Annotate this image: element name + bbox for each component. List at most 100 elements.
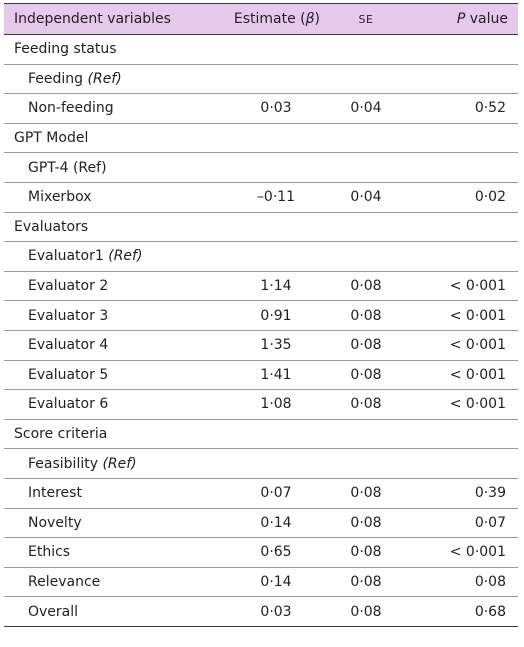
table-row: Overall 0·03 0·08 0·68 — [4, 597, 518, 627]
se-cell: 0·04 — [350, 100, 382, 117]
table-row: Feeding (Ref) — [4, 65, 518, 95]
estimate-cell: –0·11 — [256, 189, 296, 206]
p-value-cell: 0·52 — [474, 100, 506, 117]
row-label-text: Feeding status — [14, 41, 117, 58]
row-label-text: Evaluator 2 — [28, 278, 109, 295]
row-label: Evaluator 4 — [4, 337, 222, 353]
se-cell: 0·04 — [350, 189, 382, 206]
row-label-text: Interest — [28, 485, 82, 502]
header-p-rest: value — [465, 11, 508, 27]
table-row: Interest 0·07 0·08 0·39 — [4, 479, 518, 509]
p-value-cell: 0·39 — [474, 485, 506, 502]
row-label-text: GPT-4 (Ref) — [28, 159, 107, 176]
p-value-cell: 0·07 — [474, 514, 506, 531]
table-row: Evaluator1 (Ref) — [4, 242, 518, 272]
estimate-cell: 0·03 — [260, 603, 292, 620]
table-row: Evaluator 2 1·14 0·08 < 0·001 — [4, 272, 518, 302]
row-label: Evaluator 3 — [4, 308, 222, 324]
p-value-cell: < 0·001 — [449, 366, 506, 383]
row-label-text: Evaluator 3 — [28, 307, 109, 324]
row-label: Feeding status — [4, 41, 222, 57]
table-header: Independent variables Estimate (β) SE P … — [4, 3, 518, 35]
table-row: Evaluators — [4, 213, 518, 243]
row-label: Overall — [4, 604, 222, 620]
p-value-cell: < 0·001 — [449, 544, 506, 561]
table-row: Non-feeding 0·03 0·04 0·52 — [4, 94, 518, 124]
estimate-cell: 0·14 — [260, 514, 292, 531]
row-label: Relevance — [4, 574, 222, 590]
reference-marker: (Ref) — [108, 248, 143, 265]
row-label-text: GPT Model — [14, 130, 89, 147]
reference-marker: (Ref) — [87, 70, 122, 87]
header-p-value: P value — [402, 11, 518, 27]
header-se: SE — [358, 12, 374, 26]
regression-table: Independent variables Estimate (β) SE P … — [4, 3, 518, 627]
table-row: Feasibility (Ref) — [4, 449, 518, 479]
row-label-text: Non-feeding — [28, 100, 114, 117]
estimate-cell: 1·35 — [260, 337, 292, 354]
header-p-symbol: P — [456, 11, 466, 27]
row-label: GPT Model — [4, 130, 222, 146]
estimate-cell: 1·14 — [260, 278, 292, 295]
table-row: GPT-4 (Ref) — [4, 153, 518, 183]
row-label-text: Feeding — [28, 70, 88, 87]
p-value-cell: 0·02 — [474, 189, 506, 206]
table-row: Ethics 0·65 0·08 < 0·001 — [4, 538, 518, 568]
row-label: Evaluator 6 — [4, 396, 222, 412]
se-cell: 0·08 — [350, 278, 382, 295]
row-label: Evaluator 2 — [4, 278, 222, 294]
p-value-cell: < 0·001 — [449, 396, 506, 413]
estimate-cell: 0·91 — [260, 307, 292, 324]
estimate-cell: 0·65 — [260, 544, 292, 561]
table-row: Evaluator 6 1·08 0·08 < 0·001 — [4, 390, 518, 420]
row-label: Non-feeding — [4, 100, 222, 116]
row-label-text: Ethics — [28, 544, 71, 561]
row-label-text: Score criteria — [14, 426, 108, 443]
row-label: Feasibility (Ref) — [4, 456, 222, 472]
estimate-cell: 1·41 — [260, 366, 292, 383]
table-row: Relevance 0·14 0·08 0·08 — [4, 568, 518, 598]
row-label-text: Evaluator 4 — [28, 337, 109, 354]
row-label: Evaluator 5 — [4, 367, 222, 383]
p-value-cell: < 0·001 — [449, 278, 506, 295]
estimate-cell: 0·07 — [260, 485, 292, 502]
header-beta-symbol: β — [305, 11, 315, 27]
row-label-text: Evaluator 5 — [28, 366, 109, 383]
table-row: GPT Model — [4, 124, 518, 154]
se-cell: 0·08 — [350, 307, 382, 324]
row-label: Feeding (Ref) — [4, 71, 222, 87]
se-cell: 0·08 — [350, 485, 382, 502]
row-label-text: Overall — [28, 603, 79, 620]
row-label: Novelty — [4, 515, 222, 531]
row-label-text: Feasibility — [28, 455, 103, 472]
estimate-cell: 1·08 — [260, 396, 292, 413]
se-cell: 0·08 — [350, 337, 382, 354]
row-label: Ethics — [4, 544, 222, 560]
row-label-text: Mixerbox — [28, 189, 92, 206]
row-label-text: Evaluator 6 — [28, 396, 109, 413]
row-label: GPT-4 (Ref) — [4, 160, 222, 176]
row-label: Interest — [4, 485, 222, 501]
p-value-cell: < 0·001 — [449, 337, 506, 354]
row-label: Evaluators — [4, 219, 222, 235]
header-estimate-suffix: ) — [314, 11, 320, 27]
estimate-cell: 0·03 — [260, 100, 292, 117]
table-body: Feeding status Feeding (Ref) Non-feeding 0·… — [4, 35, 518, 627]
table-row: Evaluator 4 1·35 0·08 < 0·001 — [4, 331, 518, 361]
table-row: Score criteria — [4, 420, 518, 450]
table-row: Evaluator 5 1·41 0·08 < 0·001 — [4, 361, 518, 391]
row-label: Mixerbox — [4, 189, 222, 205]
reference-marker: (Ref) — [102, 455, 137, 472]
se-cell: 0·08 — [350, 603, 382, 620]
row-label: Score criteria — [4, 426, 222, 442]
se-cell: 0·08 — [350, 544, 382, 561]
header-estimate-prefix: Estimate ( — [233, 11, 306, 27]
se-cell: 0·08 — [350, 514, 382, 531]
table-row: Feeding status — [4, 35, 518, 65]
row-label-text: Evaluator1 — [28, 248, 109, 265]
row-label-text: Novelty — [28, 514, 82, 531]
se-cell: 0·08 — [350, 396, 382, 413]
estimate-cell: 0·14 — [260, 573, 292, 590]
se-cell: 0·08 — [350, 366, 382, 383]
row-label: Evaluator1 (Ref) — [4, 248, 222, 264]
